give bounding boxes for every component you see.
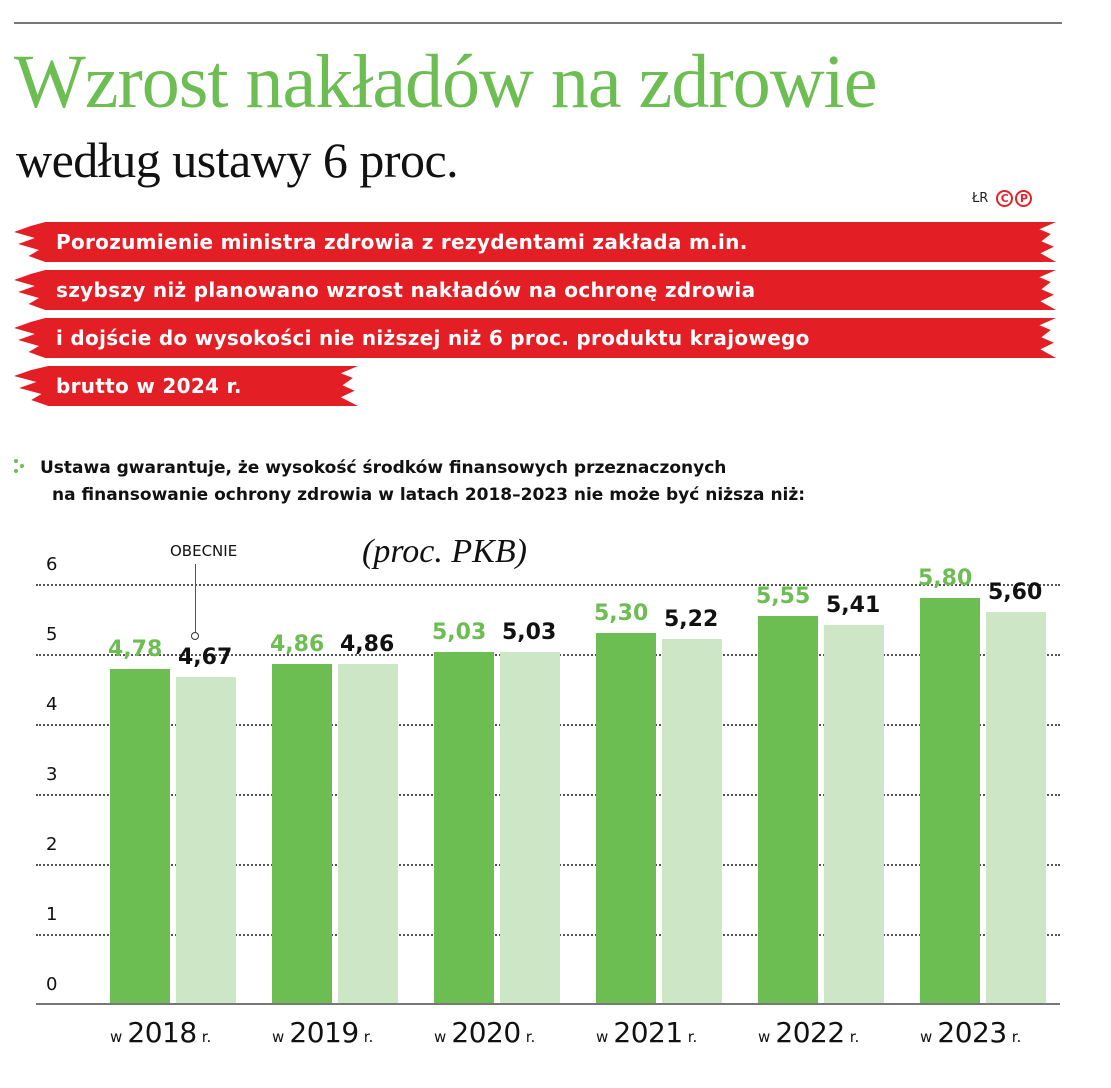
top-rule (14, 22, 1062, 24)
x-tick-label: w 2020 r. (434, 1016, 535, 1049)
bar-2022-series-2 (824, 625, 884, 1004)
value-label: 4,86 (270, 631, 325, 657)
y-tick-label: 4 (46, 694, 58, 715)
x-label-yr: 2018 (127, 1016, 197, 1049)
x-label-post: r. (1011, 1028, 1022, 1046)
unit-label: (proc. PKB) (362, 533, 527, 570)
x-label-yr: 2019 (289, 1016, 359, 1049)
y-tick-label: 0 (46, 974, 58, 995)
x-tick-label: w 2021 r. (596, 1016, 697, 1049)
x-label-pre: w (758, 1028, 771, 1046)
x-tick-label: w 2023 r. (920, 1016, 1021, 1049)
y-tick-label: 5 (46, 624, 58, 645)
section-heading: Ustawa gwarantuje, że wysokość środków f… (14, 455, 805, 509)
value-label: 4,78 (108, 637, 163, 663)
author-initials: ŁR (972, 191, 989, 206)
bar-2018-series-1 (110, 669, 170, 1004)
bar-2020-series-2 (500, 651, 560, 1004)
x-label-post: r. (687, 1028, 698, 1046)
x-label-pre: w (272, 1028, 285, 1046)
value-label: 5,41 (826, 593, 881, 619)
y-tick-label: 6 (46, 554, 58, 575)
bar-2019-series-2 (338, 663, 398, 1004)
value-label: 5,03 (432, 619, 487, 645)
annotation-leader-line (195, 564, 196, 634)
copyright-icon: C (996, 190, 1014, 207)
x-tick-label: w 2022 r. (758, 1016, 859, 1049)
gridline (36, 584, 1060, 586)
x-tick-label: w 2019 r. (272, 1016, 373, 1049)
section-heading-line-2: na finansowanie ochrony zdrowia w latach… (52, 485, 806, 505)
annotation-label: OBECNIE (170, 542, 238, 560)
page-subtitle: według ustawy 6 proc. (16, 132, 459, 188)
x-label-yr: 2021 (613, 1016, 683, 1049)
bar-2019-series-1 (272, 663, 332, 1004)
bar-2020-series-1 (434, 651, 494, 1004)
banner-line-1: Porozumienie ministra zdrowia z rezydent… (14, 222, 1056, 262)
value-label: 5,03 (502, 619, 557, 645)
y-tick-label: 2 (46, 834, 58, 855)
x-label-yr: 2023 (937, 1016, 1007, 1049)
copyright-icons: C P (996, 190, 1033, 207)
bar-2023-series-1 (920, 598, 980, 1004)
x-label-post: r. (525, 1028, 536, 1046)
bar-2022-series-1 (758, 615, 818, 1004)
x-label-yr: 2020 (451, 1016, 521, 1049)
bar-chart: (proc. PKB) OBECNIE 0 1 2 3 4 5 6 4,78 4,67 4,86… (0, 530, 1111, 1088)
banner-line-4: brutto w 2024 r. (14, 366, 358, 406)
annotation-marker (191, 632, 199, 640)
bar-2023-series-2 (986, 612, 1046, 1004)
x-label-post: r. (201, 1028, 212, 1046)
phonogram-icon: P (1015, 190, 1033, 207)
bar-2018-series-2 (176, 677, 236, 1004)
x-label-pre: w (596, 1028, 609, 1046)
value-label: 5,80 (918, 566, 973, 591)
banner-line-3: i dojście do wysokości nie niższej niż 6… (14, 318, 1056, 358)
y-tick-label: 1 (46, 904, 58, 925)
value-label: 5,30 (594, 601, 649, 626)
section-heading-line-1: Ustawa gwarantuje, że wysokość środków f… (40, 458, 727, 478)
value-label: 4,67 (178, 645, 233, 671)
x-label-pre: w (920, 1028, 933, 1046)
x-label-pre: w (110, 1028, 123, 1046)
bullet-icon (14, 459, 24, 475)
value-label: 5,22 (664, 606, 719, 632)
y-tick-label: 3 (46, 764, 58, 785)
value-label: 5,55 (756, 583, 811, 609)
x-axis-baseline (36, 1003, 1060, 1005)
x-label-pre: w (434, 1028, 447, 1046)
x-label-post: r. (849, 1028, 860, 1046)
x-label-yr: 2022 (775, 1016, 845, 1049)
x-tick-label: w 2018 r. (110, 1016, 211, 1049)
page-title: Wzrost nakładów na zdrowie (14, 40, 877, 124)
bar-2021-series-2 (662, 638, 722, 1004)
bar-2021-series-1 (596, 633, 656, 1004)
banner-line-2: szybszy niż planowano wzrost nakładów na… (14, 270, 1056, 310)
x-label-post: r. (363, 1028, 374, 1046)
value-label: 5,60 (988, 580, 1043, 605)
credits: ŁR C P (972, 190, 1033, 207)
value-label: 4,86 (340, 631, 395, 657)
